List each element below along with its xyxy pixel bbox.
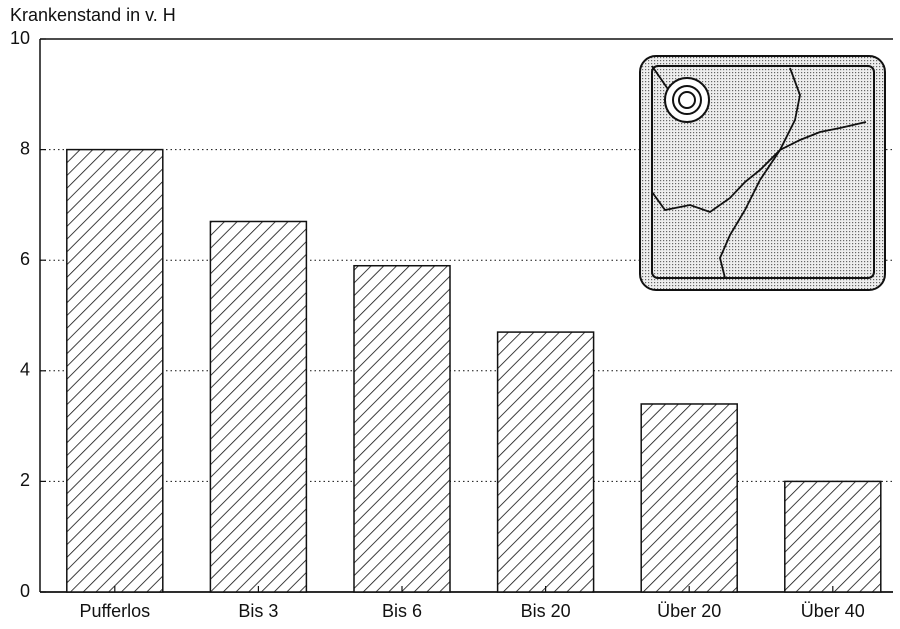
- bar: [67, 150, 163, 592]
- y-axis-label: Krankenstand in v. H: [10, 5, 176, 25]
- x-tick-label: Bis 6: [382, 601, 422, 621]
- y-tick-label: 0: [20, 581, 30, 601]
- x-tick-label: Pufferlos: [79, 601, 150, 621]
- x-tick-label: Bis 20: [521, 601, 571, 621]
- bar: [641, 404, 737, 592]
- bar: [785, 481, 881, 592]
- bar: [210, 221, 306, 592]
- y-tick-label: 10: [10, 28, 30, 48]
- y-tick-label: 6: [20, 249, 30, 269]
- chart: Krankenstand in v. H 0 2 4 6 8 10 Pufferlos Bis…: [0, 0, 900, 629]
- bar: [354, 266, 450, 592]
- y-tick-label: 8: [20, 138, 30, 158]
- bar: [498, 332, 594, 592]
- x-tick-label: Über 20: [657, 601, 721, 621]
- inset-icon: [640, 56, 885, 290]
- y-tick-label: 4: [20, 360, 30, 380]
- y-tick-label: 2: [20, 470, 30, 490]
- x-tick-label: Über 40: [801, 601, 865, 621]
- x-tick-label: Bis 3: [238, 601, 278, 621]
